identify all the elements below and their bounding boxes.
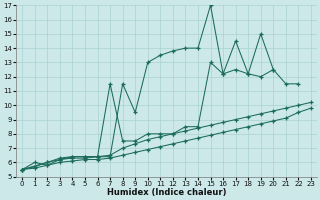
X-axis label: Humidex (Indice chaleur): Humidex (Indice chaleur) xyxy=(107,188,226,197)
